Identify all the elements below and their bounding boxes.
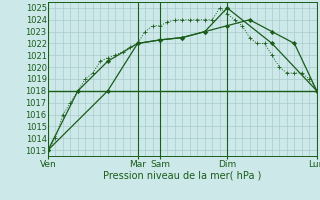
- X-axis label: Pression niveau de la mer( hPa ): Pression niveau de la mer( hPa ): [103, 171, 261, 181]
